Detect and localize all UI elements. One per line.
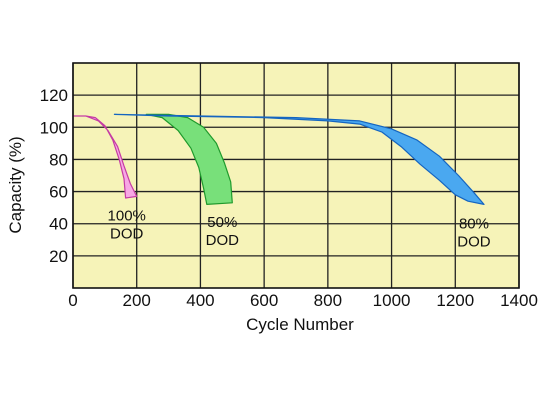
tick-labels: 0 200 400 600 800 1000 1200 1400 20 40 60 80 100 120	[40, 86, 538, 310]
y-tick-label: 100	[40, 118, 68, 137]
y-tick-label: 20	[49, 247, 68, 266]
x-tick-label: 400	[186, 291, 214, 310]
series-label-2: 50% DOD	[206, 214, 240, 249]
series-layer	[72, 113, 485, 205]
x-tick-label: 1000	[373, 291, 411, 310]
plot-frame	[72, 62, 520, 289]
series-label-3: 80% DOD	[457, 215, 491, 250]
y-tick-label: 80	[49, 150, 68, 169]
y-tick-label: 40	[49, 215, 68, 234]
x-tick-label: 0	[68, 291, 77, 310]
x-axis-label: Cycle Number	[246, 315, 354, 334]
x-tick-label: 1200	[436, 291, 474, 310]
series-labels: 100% DOD 50% DOD 80% DOD	[108, 207, 491, 250]
y-axis-label: Capacity (%)	[6, 136, 25, 233]
y-tick-label: 120	[40, 86, 68, 105]
x-tick-label: 800	[314, 291, 342, 310]
x-tick-label: 200	[123, 291, 151, 310]
capacity-band-3	[113, 113, 485, 205]
capacity-band-1	[72, 115, 138, 199]
capacity-band-2	[145, 113, 233, 205]
x-tick-label: 1400	[500, 291, 538, 310]
y-tick-label: 60	[49, 183, 68, 202]
series-label-1: 100% DOD	[108, 207, 146, 242]
x-tick-label: 600	[250, 291, 278, 310]
